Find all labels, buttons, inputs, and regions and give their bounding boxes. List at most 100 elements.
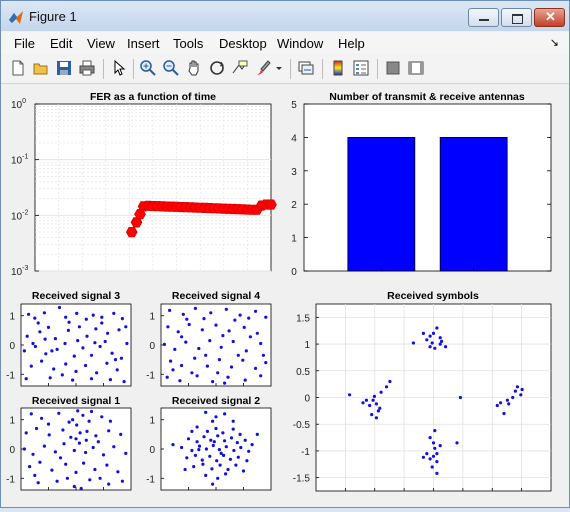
fer-series (125, 199, 277, 238)
data-point (376, 409, 380, 413)
data-point (214, 415, 218, 419)
data-point (205, 364, 209, 368)
data-point (431, 454, 436, 458)
data-point (430, 341, 434, 345)
data-point (202, 435, 206, 439)
save-icon[interactable] (55, 59, 73, 77)
edit-plot-arrow-icon[interactable] (110, 59, 128, 77)
pan-hand-icon[interactable] (185, 59, 203, 77)
fer-marker (265, 199, 277, 210)
data-point (100, 415, 104, 419)
data-point (428, 457, 432, 461)
data-point (458, 395, 462, 400)
zoom-in-icon[interactable] (139, 59, 157, 77)
data-point (24, 377, 28, 381)
menu-help[interactable]: Help (338, 36, 365, 51)
minimize-button[interactable] (468, 8, 499, 27)
close-button[interactable]: ✕ (534, 8, 565, 27)
insert-colorbar-icon[interactable] (329, 59, 347, 77)
data-point (25, 334, 29, 338)
dock-arrow-icon[interactable]: ↘ (549, 37, 559, 49)
data-point (75, 423, 79, 427)
link-plot-icon[interactable] (297, 59, 315, 77)
data-point (197, 448, 201, 452)
data-point (440, 339, 444, 343)
data-point (71, 418, 75, 422)
menu-window[interactable]: Window (277, 36, 324, 51)
rx1-axes[interactable] (20, 407, 132, 491)
open-file-icon[interactable] (32, 59, 50, 77)
data-point (64, 462, 68, 466)
fer-y-tick-label: 10-2 (11, 209, 28, 222)
menu-view[interactable]: View (87, 36, 115, 51)
data-point (93, 341, 97, 345)
data-point (216, 434, 220, 438)
data-point (98, 344, 102, 349)
rotate-3d-icon[interactable] (208, 59, 226, 77)
maximize-button[interactable] (501, 8, 532, 27)
menu-edit[interactable]: Edit (50, 36, 73, 51)
y-tick-label: 1 (149, 416, 155, 427)
print-icon[interactable] (78, 59, 96, 77)
fer-axes[interactable] (34, 103, 272, 272)
data-point (106, 331, 110, 335)
rx4-axes[interactable] (160, 303, 272, 387)
brush-icon[interactable] (254, 59, 272, 77)
data-point (93, 467, 97, 472)
antenna-title: Number of transmit & receive antennas (329, 91, 525, 103)
data-point (72, 354, 76, 358)
antenna-y-tick-label: 4 (291, 133, 297, 144)
data-point (48, 376, 52, 380)
rx2-title: Received signal 2 (172, 395, 260, 407)
window-title: Figure 1 (29, 9, 77, 24)
data-point (42, 311, 47, 315)
rx2-axes[interactable] (160, 407, 272, 491)
data-point (505, 398, 509, 402)
data-point (180, 363, 184, 368)
data-point (431, 441, 436, 445)
data-point (183, 467, 187, 472)
data-point (58, 456, 63, 460)
data-point (69, 435, 73, 439)
data-point (67, 320, 71, 324)
data-point (379, 390, 383, 394)
zoom-out-icon[interactable] (162, 59, 180, 77)
show-plot-tools-icon[interactable] (407, 59, 425, 77)
data-point (211, 380, 215, 384)
title-bar[interactable]: Figure 1 ✕ (1, 1, 569, 31)
data-point (120, 479, 124, 483)
menu-insert[interactable]: Insert (127, 36, 160, 51)
data-point (208, 454, 212, 458)
data-point (77, 325, 81, 329)
new-figure-icon[interactable] (9, 59, 27, 77)
data-point (224, 445, 228, 449)
data-point (46, 422, 51, 426)
rx3-axes[interactable] (20, 303, 132, 387)
data-point (84, 450, 88, 455)
data-point (223, 381, 227, 385)
data-point (264, 361, 268, 365)
data-point (195, 425, 199, 429)
hide-plot-tools-icon[interactable] (384, 59, 402, 77)
menu-bar: File Edit View Insert Tools Desktop Wind… (1, 32, 569, 54)
data-point (499, 401, 503, 405)
data-point (247, 449, 251, 453)
menu-tools[interactable]: Tools (173, 36, 204, 51)
menu-file[interactable]: File (14, 36, 35, 51)
data-point (67, 420, 71, 424)
fer-y-tick-label: 10-3 (11, 265, 28, 278)
antenna-axes[interactable] (303, 103, 552, 272)
data-point (239, 445, 243, 450)
toolbar (1, 55, 569, 84)
menu-desktop[interactable]: Desktop (219, 36, 267, 51)
y-tick-label: 1.5 (296, 313, 310, 324)
data-point (507, 402, 511, 406)
brush-dropdown-icon[interactable] (274, 59, 284, 77)
insert-legend-icon[interactable] (352, 59, 370, 77)
data-point (31, 452, 35, 456)
data-point (64, 362, 68, 366)
data-cursor-icon[interactable] (231, 59, 249, 77)
data-point (384, 385, 389, 389)
data-point (216, 371, 220, 375)
rx4-points: -1 0 1 (146, 306, 268, 386)
